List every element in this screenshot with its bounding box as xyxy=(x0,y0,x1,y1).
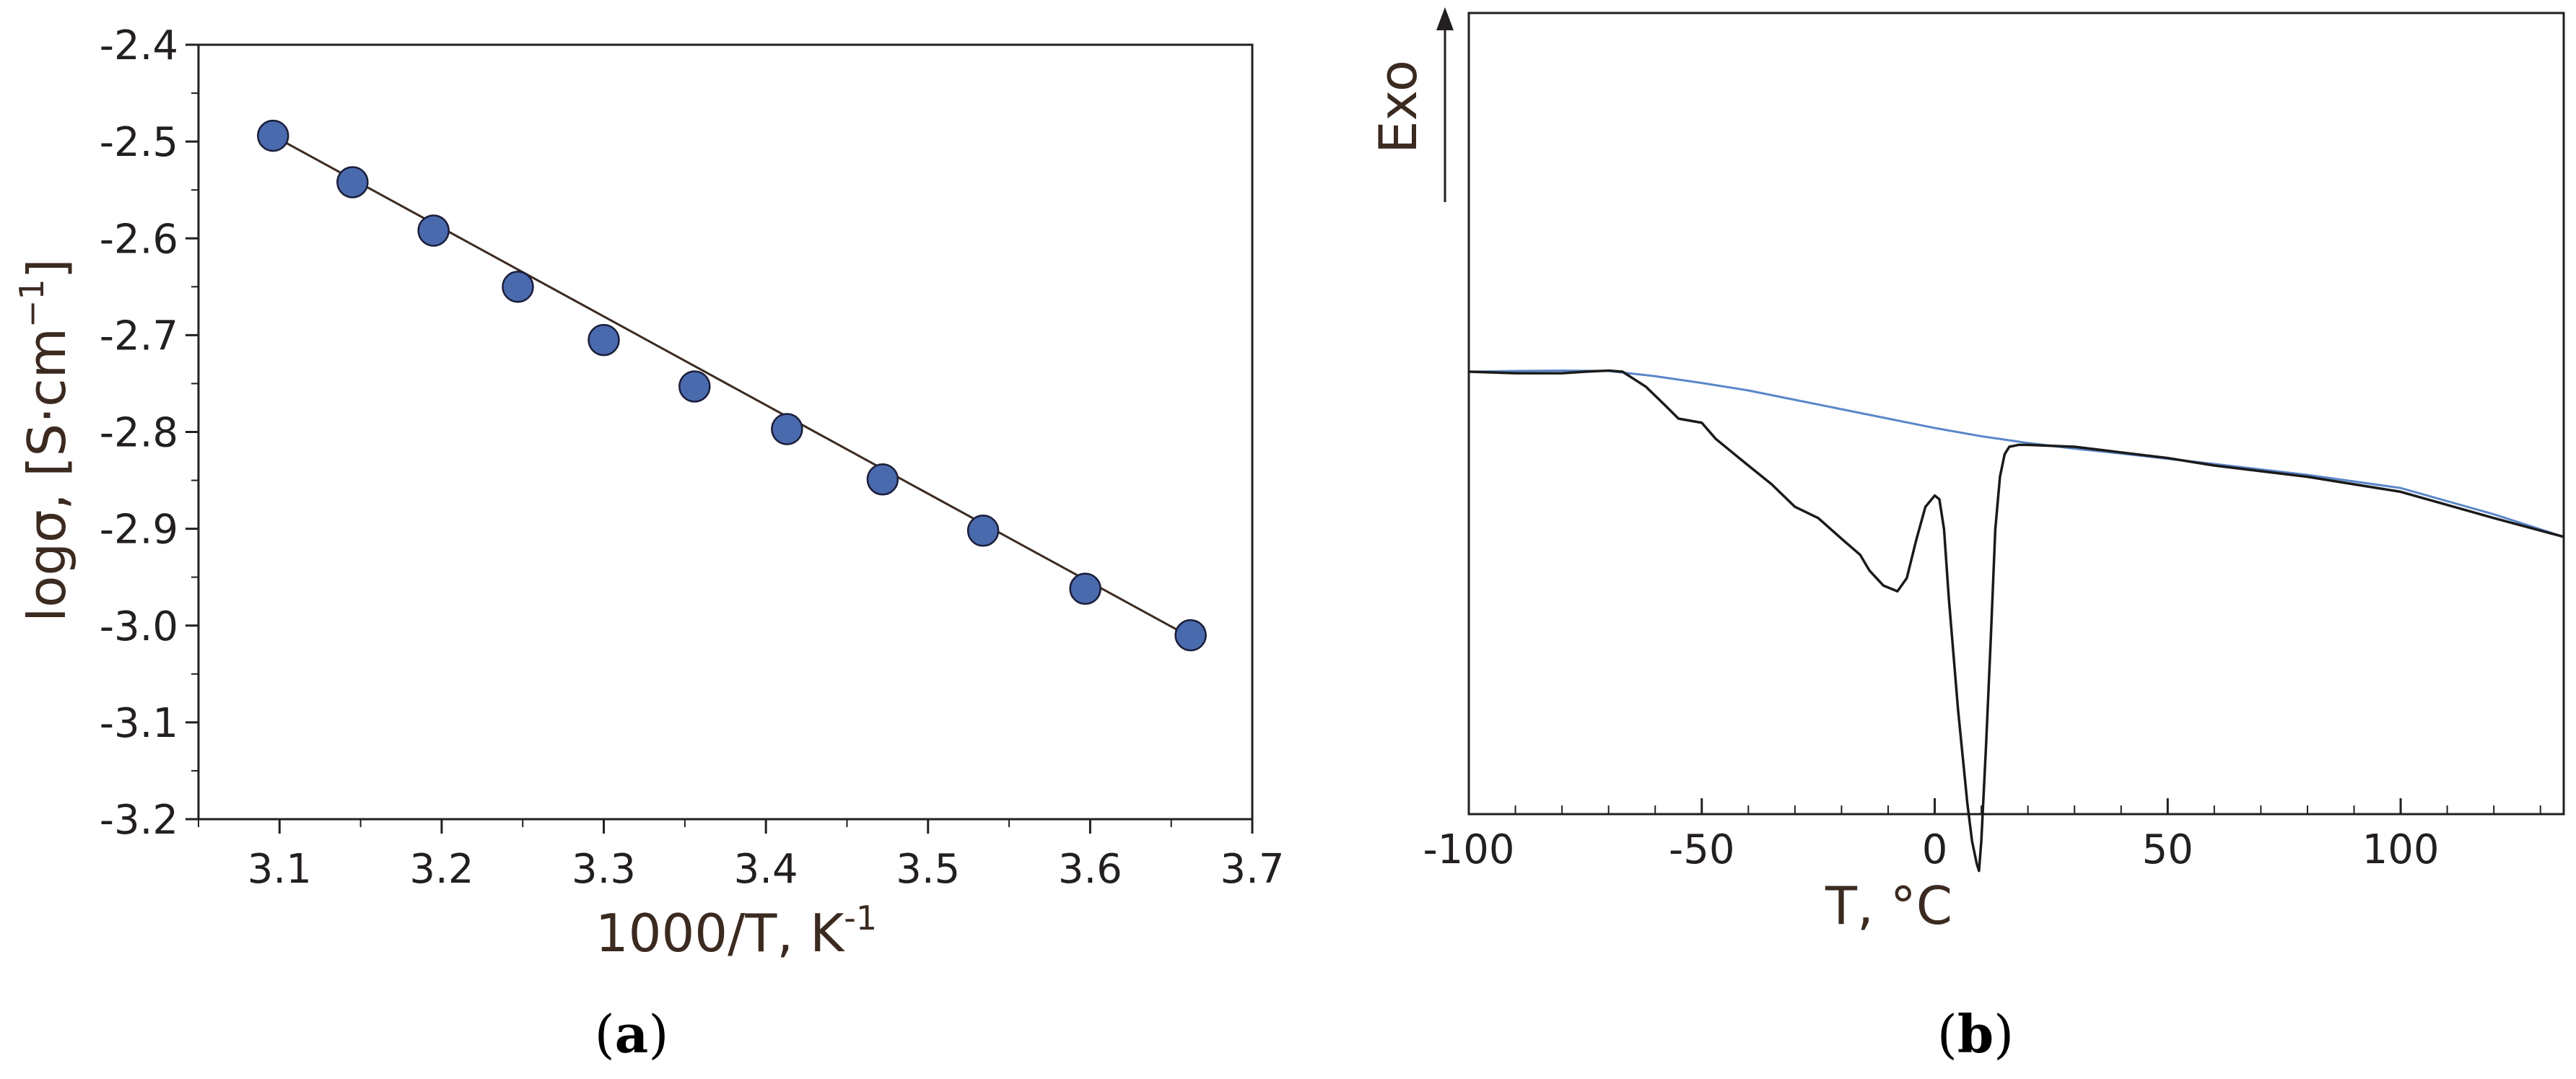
panel-a-data-point xyxy=(1069,572,1101,606)
panel-a-y-tick-label: -2.5 xyxy=(100,119,178,166)
panel-a-x-tick-label: 3.7 xyxy=(1220,846,1284,893)
panel-a-x-tick-label: 3.2 xyxy=(409,846,473,893)
panel-b-y-axis-title: Exo xyxy=(1368,60,1428,154)
panel-a-data-point xyxy=(771,413,803,445)
panel-a-y-tick-label: -2.4 xyxy=(100,22,178,69)
panel-a-y-tick-label: -3.1 xyxy=(100,700,178,747)
panel-b-x-tick-label: -100 xyxy=(1423,826,1514,873)
panel-b-plot-frame xyxy=(1467,12,2565,816)
panel-a-data-point xyxy=(588,323,620,357)
panel-b-x-tick-label: -50 xyxy=(1669,826,1734,873)
panel-a-data-points xyxy=(257,119,1207,652)
panel-a-y-axis-title: logσ, [S·cm−1] xyxy=(12,258,77,621)
panel-b-exo-arrow xyxy=(1436,7,1454,202)
panel-a-x-tick-label: 3.4 xyxy=(734,846,798,893)
panel-a-data-point xyxy=(417,214,450,247)
panel-a-data-point xyxy=(1174,619,1207,652)
panel-b-x-tick-label: 100 xyxy=(2362,826,2440,873)
panel-a-y-tick-label: -2.9 xyxy=(100,507,178,554)
panel-a-ticks: 3.1 3.2 3.3 3.4 3.5 3.6 3.7 -2.4 -2.5 -2.6 -2.7 -2.… xyxy=(100,22,1285,893)
panel-a-data-point xyxy=(336,166,369,198)
panel-a-y-tick-label: -3.0 xyxy=(100,603,178,650)
panel-b-x-axis-title: T, °C xyxy=(1825,875,1952,936)
panel-a-y-tick-label: -2.6 xyxy=(100,216,178,263)
panel-a-label: (a) xyxy=(595,1003,669,1065)
panel-b-dsc-curve xyxy=(1468,369,2564,873)
panel-b-curves xyxy=(1468,369,2564,873)
panel-a-x-tick-label: 3.1 xyxy=(248,846,312,893)
panel-b-chart: -100 -50 0 50 100 Exo T, °C (b) xyxy=(1368,7,2565,1065)
panel-a-data-point xyxy=(966,515,1000,547)
panel-a-y-tick-label: -2.7 xyxy=(100,313,178,359)
panel-b-ticks: -100 -50 0 50 100 xyxy=(1423,798,2541,873)
panel-a-y-tick-label: -2.8 xyxy=(100,410,178,457)
panel-b-label: (b) xyxy=(1937,1003,2014,1065)
panel-a-x-axis-title: 1000/T, K-1 xyxy=(595,899,877,964)
panel-a-chart: 3.1 3.2 3.3 3.4 3.5 3.6 3.7 -2.4 -2.5 -2.6 -2.7 -2.… xyxy=(12,22,1285,1065)
panel-a-data-point xyxy=(257,119,289,152)
panel-a-y-tick-label: -3.2 xyxy=(100,797,178,844)
panel-a-x-tick-label: 3.5 xyxy=(896,846,960,893)
panel-a-x-tick-label: 3.3 xyxy=(572,846,636,893)
panel-a-data-point xyxy=(866,463,899,496)
panel-b-x-tick-label: 50 xyxy=(2142,826,2193,873)
panel-b-x-tick-label: 0 xyxy=(1922,826,1948,873)
panel-a-data-point xyxy=(502,271,534,303)
panel-a-data-point xyxy=(678,370,711,403)
panel-a-x-tick-label: 3.6 xyxy=(1058,846,1122,893)
